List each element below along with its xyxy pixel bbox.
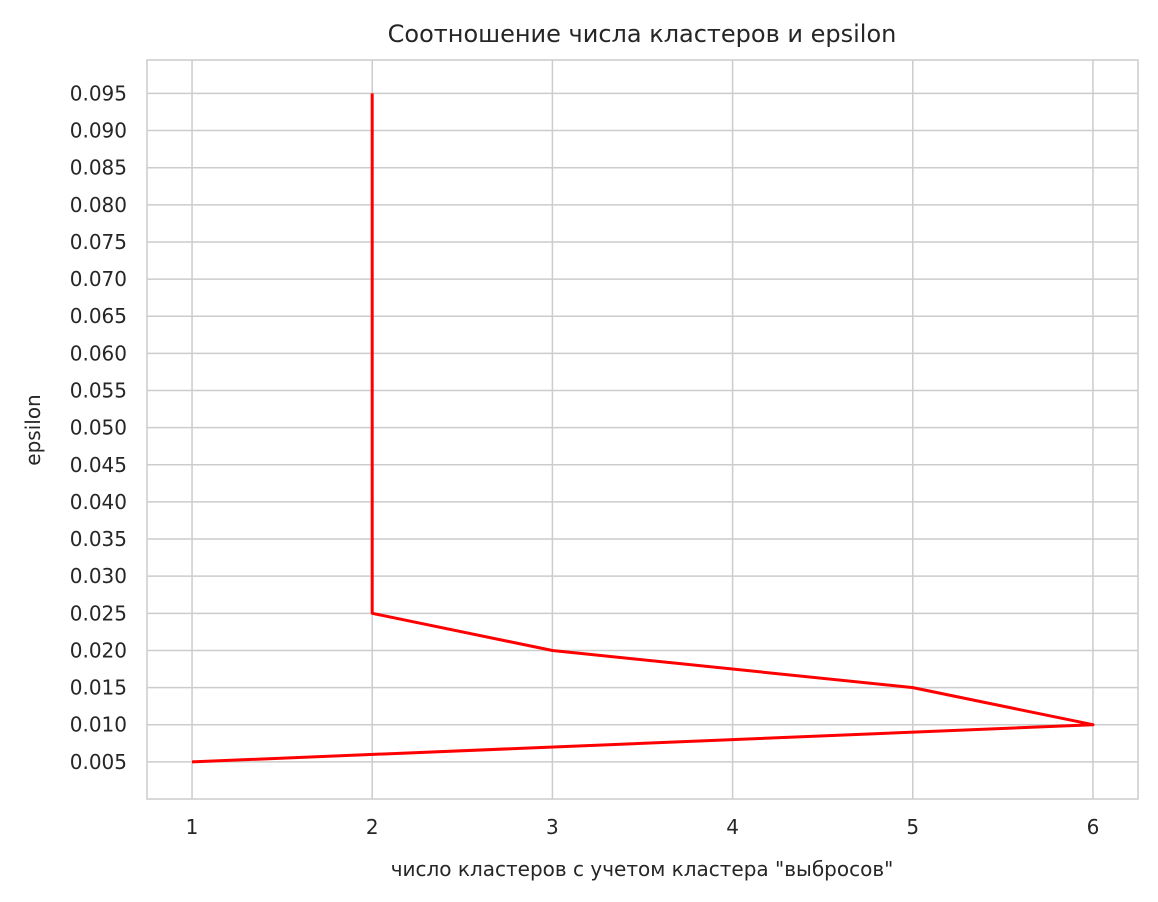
x-tick-label: 3 — [546, 815, 559, 839]
y-axis-ticks: 0.005 0.010 0.015 0.020 0.025 0.030 0.035 0.040… — [70, 81, 127, 773]
x-axis-ticks: 1 2 3 4 5 6 — [186, 815, 1100, 839]
x-tick-label: 2 — [366, 815, 379, 839]
y-tick-label: 0.040 — [70, 490, 127, 514]
y-tick-label: 0.035 — [70, 527, 127, 551]
x-tick-label: 4 — [726, 815, 739, 839]
x-tick-label: 5 — [906, 815, 919, 839]
y-tick-label: 0.010 — [70, 713, 127, 737]
x-axis-label: число кластеров с учетом кластера "выбро… — [391, 857, 894, 881]
y-tick-label: 0.065 — [70, 304, 127, 328]
y-tick-label: 0.015 — [70, 676, 127, 700]
y-tick-label: 0.005 — [70, 750, 127, 774]
y-tick-label: 0.055 — [70, 379, 127, 403]
y-tick-label: 0.060 — [70, 341, 127, 365]
plot-frame — [146, 59, 1139, 800]
y-tick-label: 0.070 — [70, 267, 127, 291]
y-tick-label: 0.080 — [70, 193, 127, 217]
x-tick-label: 1 — [186, 815, 199, 839]
y-tick-label: 0.085 — [70, 156, 127, 180]
series-layer — [191, 93, 1095, 764]
y-tick-label: 0.075 — [70, 230, 127, 254]
x-tick-label: 6 — [1087, 815, 1100, 839]
y-tick-label: 0.090 — [70, 119, 127, 143]
y-tick-label: 0.095 — [70, 81, 127, 105]
y-tick-label: 0.020 — [70, 638, 127, 662]
chart-title: Соотношение числа кластеров и epsilon — [388, 20, 897, 48]
series-line — [191, 93, 1095, 764]
y-axis-label: epsilon — [21, 394, 45, 465]
y-tick-label: 0.030 — [70, 564, 127, 588]
y-tick-label: 0.050 — [70, 416, 127, 440]
y-tick-label: 0.025 — [70, 601, 127, 625]
y-tick-label: 0.045 — [70, 453, 127, 477]
grid — [147, 60, 1138, 799]
